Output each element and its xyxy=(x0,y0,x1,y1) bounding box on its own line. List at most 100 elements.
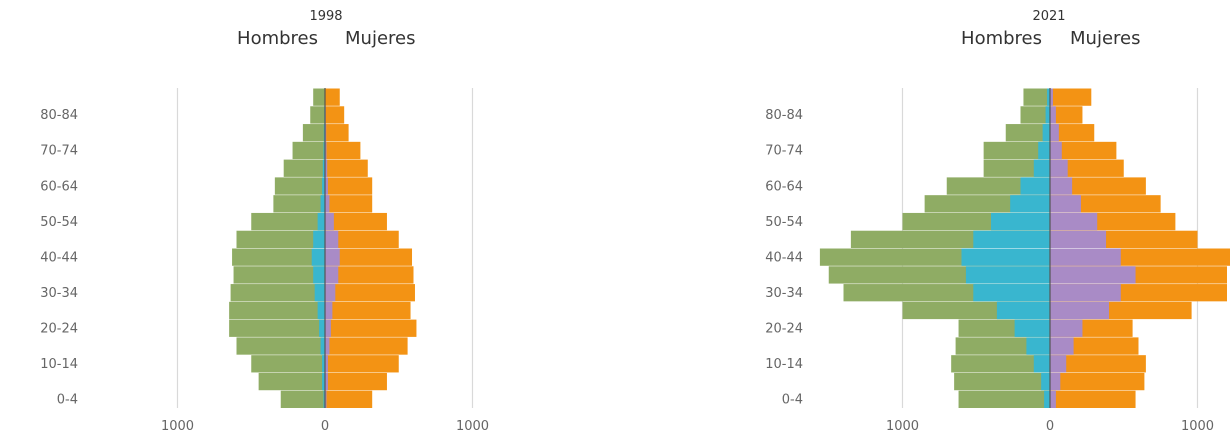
bar-hombres-subgroup xyxy=(1033,159,1050,177)
bar-mujeres-subgroup xyxy=(1050,106,1056,124)
bar-hombres-subgroup xyxy=(1044,390,1050,408)
x-tick-label: 0 xyxy=(321,419,329,434)
bar-hombres xyxy=(233,266,325,284)
bar-mujeres-subgroup xyxy=(1050,337,1074,355)
bar-hombres-subgroup xyxy=(317,301,326,320)
y-tick-label: 60-64 xyxy=(765,179,803,194)
y-tick-label: 80-84 xyxy=(765,108,803,123)
bar-hombres xyxy=(230,284,325,302)
bar-hombres-subgroup xyxy=(973,230,1050,248)
bar-mujeres-subgroup xyxy=(1050,319,1083,337)
y-tick-label: 50-54 xyxy=(765,215,803,230)
bar-mujeres-subgroup xyxy=(325,355,328,373)
chart-title: 2021 xyxy=(1032,9,1065,24)
bars-group xyxy=(819,88,1230,408)
bar-mujeres xyxy=(1050,159,1124,177)
bar-mujeres-subgroup xyxy=(1050,159,1068,177)
bar-hombres-subgroup xyxy=(1047,88,1050,106)
bar-hombres xyxy=(313,88,325,106)
y-tick-label: 20-24 xyxy=(40,322,78,337)
bar-mujeres-subgroup xyxy=(1050,266,1136,284)
bar-mujeres-subgroup xyxy=(1050,195,1081,213)
bar-hombres xyxy=(1020,106,1050,124)
bar-mujeres xyxy=(1050,124,1095,142)
y-tick-label: 0-4 xyxy=(57,393,78,408)
y-tick-label: 70-74 xyxy=(40,144,78,159)
bar-mujeres-subgroup xyxy=(325,372,328,391)
y-tick-label: 0-4 xyxy=(782,393,803,408)
y-tick-label: 70-74 xyxy=(765,144,803,159)
bar-hombres-subgroup xyxy=(1041,372,1050,391)
bar-mujeres xyxy=(325,266,414,284)
bar-mujeres-subgroup xyxy=(1050,390,1056,408)
bar-hombres xyxy=(273,195,326,213)
left-side-label: Hombres xyxy=(961,28,1042,49)
bar-hombres xyxy=(251,212,325,231)
x-tick-labels: 1000 0 1000 xyxy=(886,419,1214,434)
bar-hombres xyxy=(292,141,325,160)
y-tick-label: 80-84 xyxy=(40,108,78,123)
bar-mujeres-subgroup xyxy=(325,230,339,248)
bar-mujeres xyxy=(1050,177,1146,195)
bar-hombres-subgroup xyxy=(1010,195,1050,213)
y-tick-labels: 0-4 10-14 20-24 30-34 40-44 50-54 60-64 70-74 80… xyxy=(40,108,78,407)
bar-hombres-subgroup xyxy=(322,159,325,177)
chart-title: 1998 xyxy=(309,9,342,24)
bar-mujeres-subgroup xyxy=(325,319,331,337)
bar-mujeres-subgroup xyxy=(325,390,327,408)
bar-hombres-subgroup xyxy=(322,372,325,391)
bar-mujeres-subgroup xyxy=(325,248,340,266)
bar-hombres xyxy=(236,230,325,248)
pyramid-2021: 2021 Hombres Mujeres 0-4 10-14 20-24 30-34 4… xyxy=(765,9,1230,434)
bar-hombres-subgroup xyxy=(322,177,325,195)
bar-hombres xyxy=(274,177,325,195)
y-tick-label: 10-14 xyxy=(765,357,803,372)
bar-mujeres xyxy=(325,88,340,106)
bar-mujeres xyxy=(1050,390,1136,408)
bar-mujeres-subgroup xyxy=(1050,230,1107,248)
bar-mujeres xyxy=(325,212,387,231)
x-tick-label: 1000 xyxy=(161,419,194,434)
bar-hombres-subgroup xyxy=(996,301,1050,320)
y-tick-labels: 0-4 10-14 20-24 30-34 40-44 50-54 60-64 70-74 80… xyxy=(765,108,803,407)
bar-mujeres-subgroup xyxy=(1050,355,1067,373)
x-tick-label: 1000 xyxy=(456,419,489,434)
bar-hombres-subgroup xyxy=(317,212,326,231)
bar-mujeres-subgroup xyxy=(325,212,334,231)
bar-hombres xyxy=(1023,88,1050,106)
bar-hombres xyxy=(302,124,326,142)
bar-mujeres-subgroup xyxy=(1050,88,1053,106)
bar-hombres-subgroup xyxy=(1033,355,1050,373)
right-side-label: Mujeres xyxy=(345,28,415,49)
right-side-label: Mujeres xyxy=(1070,28,1140,49)
bar-hombres-subgroup xyxy=(313,230,325,248)
bar-hombres xyxy=(232,248,325,266)
left-side-label: Hombres xyxy=(237,28,318,49)
bar-mujeres xyxy=(325,390,373,408)
bar-hombres xyxy=(310,106,325,124)
bar-mujeres-subgroup xyxy=(1050,248,1121,266)
bar-hombres xyxy=(258,372,326,391)
bar-hombres-subgroup xyxy=(961,248,1050,266)
bar-mujeres-subgroup xyxy=(1050,301,1109,320)
bar-hombres xyxy=(958,390,1050,408)
bar-hombres xyxy=(951,355,1050,373)
bar-hombres-subgroup xyxy=(319,319,325,337)
bar-hombres-subgroup xyxy=(320,337,325,355)
bar-mujeres-subgroup xyxy=(1050,372,1061,391)
x-tick-label: 1000 xyxy=(1181,419,1214,434)
bar-mujeres xyxy=(325,248,413,266)
bar-mujeres xyxy=(325,230,399,248)
y-tick-label: 40-44 xyxy=(765,250,803,265)
bar-mujeres xyxy=(325,301,411,320)
bar-hombres-subgroup xyxy=(311,248,325,266)
bar-mujeres-subgroup xyxy=(1050,141,1062,160)
bar-hombres-subgroup xyxy=(322,355,325,373)
bar-hombres-subgroup xyxy=(1045,106,1050,124)
bar-mujeres xyxy=(325,337,408,355)
bar-mujeres xyxy=(325,355,399,373)
bar-mujeres xyxy=(1050,372,1145,391)
bar-mujeres xyxy=(325,284,415,302)
bar-hombres xyxy=(236,337,325,355)
